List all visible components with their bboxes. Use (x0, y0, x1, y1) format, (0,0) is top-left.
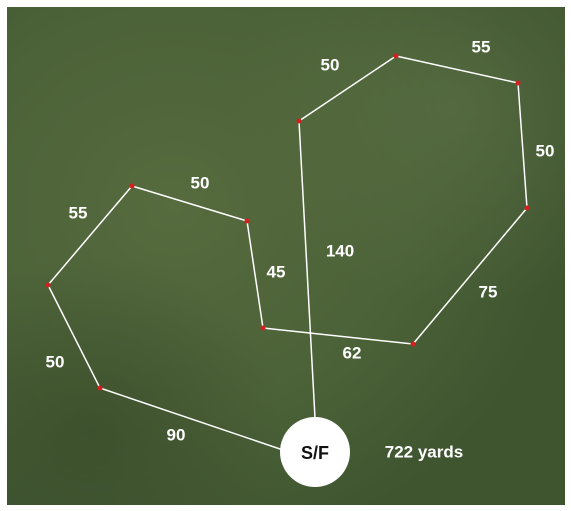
route-leg (47, 185, 133, 286)
waypoint (296, 118, 302, 124)
route-leg (262, 327, 414, 345)
waypoint (410, 341, 416, 347)
leg-distance: 50 (536, 141, 555, 160)
leg-distance: 90 (167, 425, 186, 444)
leg-distance: 50 (191, 173, 210, 192)
waypoint (515, 80, 521, 86)
waypoint (45, 282, 51, 288)
waypoint (97, 385, 103, 391)
route-leg (395, 55, 519, 84)
waypoint (393, 53, 399, 59)
leg-distance: 50 (321, 55, 340, 74)
leg-distance: 75 (479, 282, 498, 301)
route: 140 50 55 50 75 62 45 50 55 50 90 (45, 37, 555, 451)
route-leg (246, 220, 264, 329)
leg-distance: 140 (326, 241, 354, 260)
total-distance: 722 yards (385, 442, 463, 461)
route-leg (131, 185, 248, 222)
start-finish-label: S/F (301, 443, 329, 463)
route-leg (298, 55, 397, 122)
waypoint (244, 218, 250, 224)
leg-distance: 55 (472, 37, 491, 56)
leg-distance: 62 (343, 343, 362, 362)
route-leg (517, 82, 528, 209)
leg-distance: 50 (46, 352, 65, 371)
leg-distance: 55 (69, 203, 88, 222)
waypoint (129, 183, 135, 189)
route-leg (412, 207, 528, 345)
waypoint (260, 325, 266, 331)
route-leg (298, 120, 316, 419)
start-finish-marker (280, 417, 350, 487)
leg-distance: 45 (267, 262, 286, 281)
route-leg (47, 284, 101, 389)
waypoint (524, 205, 530, 211)
aerial-shade (7, 7, 565, 505)
route-leg (99, 387, 284, 451)
